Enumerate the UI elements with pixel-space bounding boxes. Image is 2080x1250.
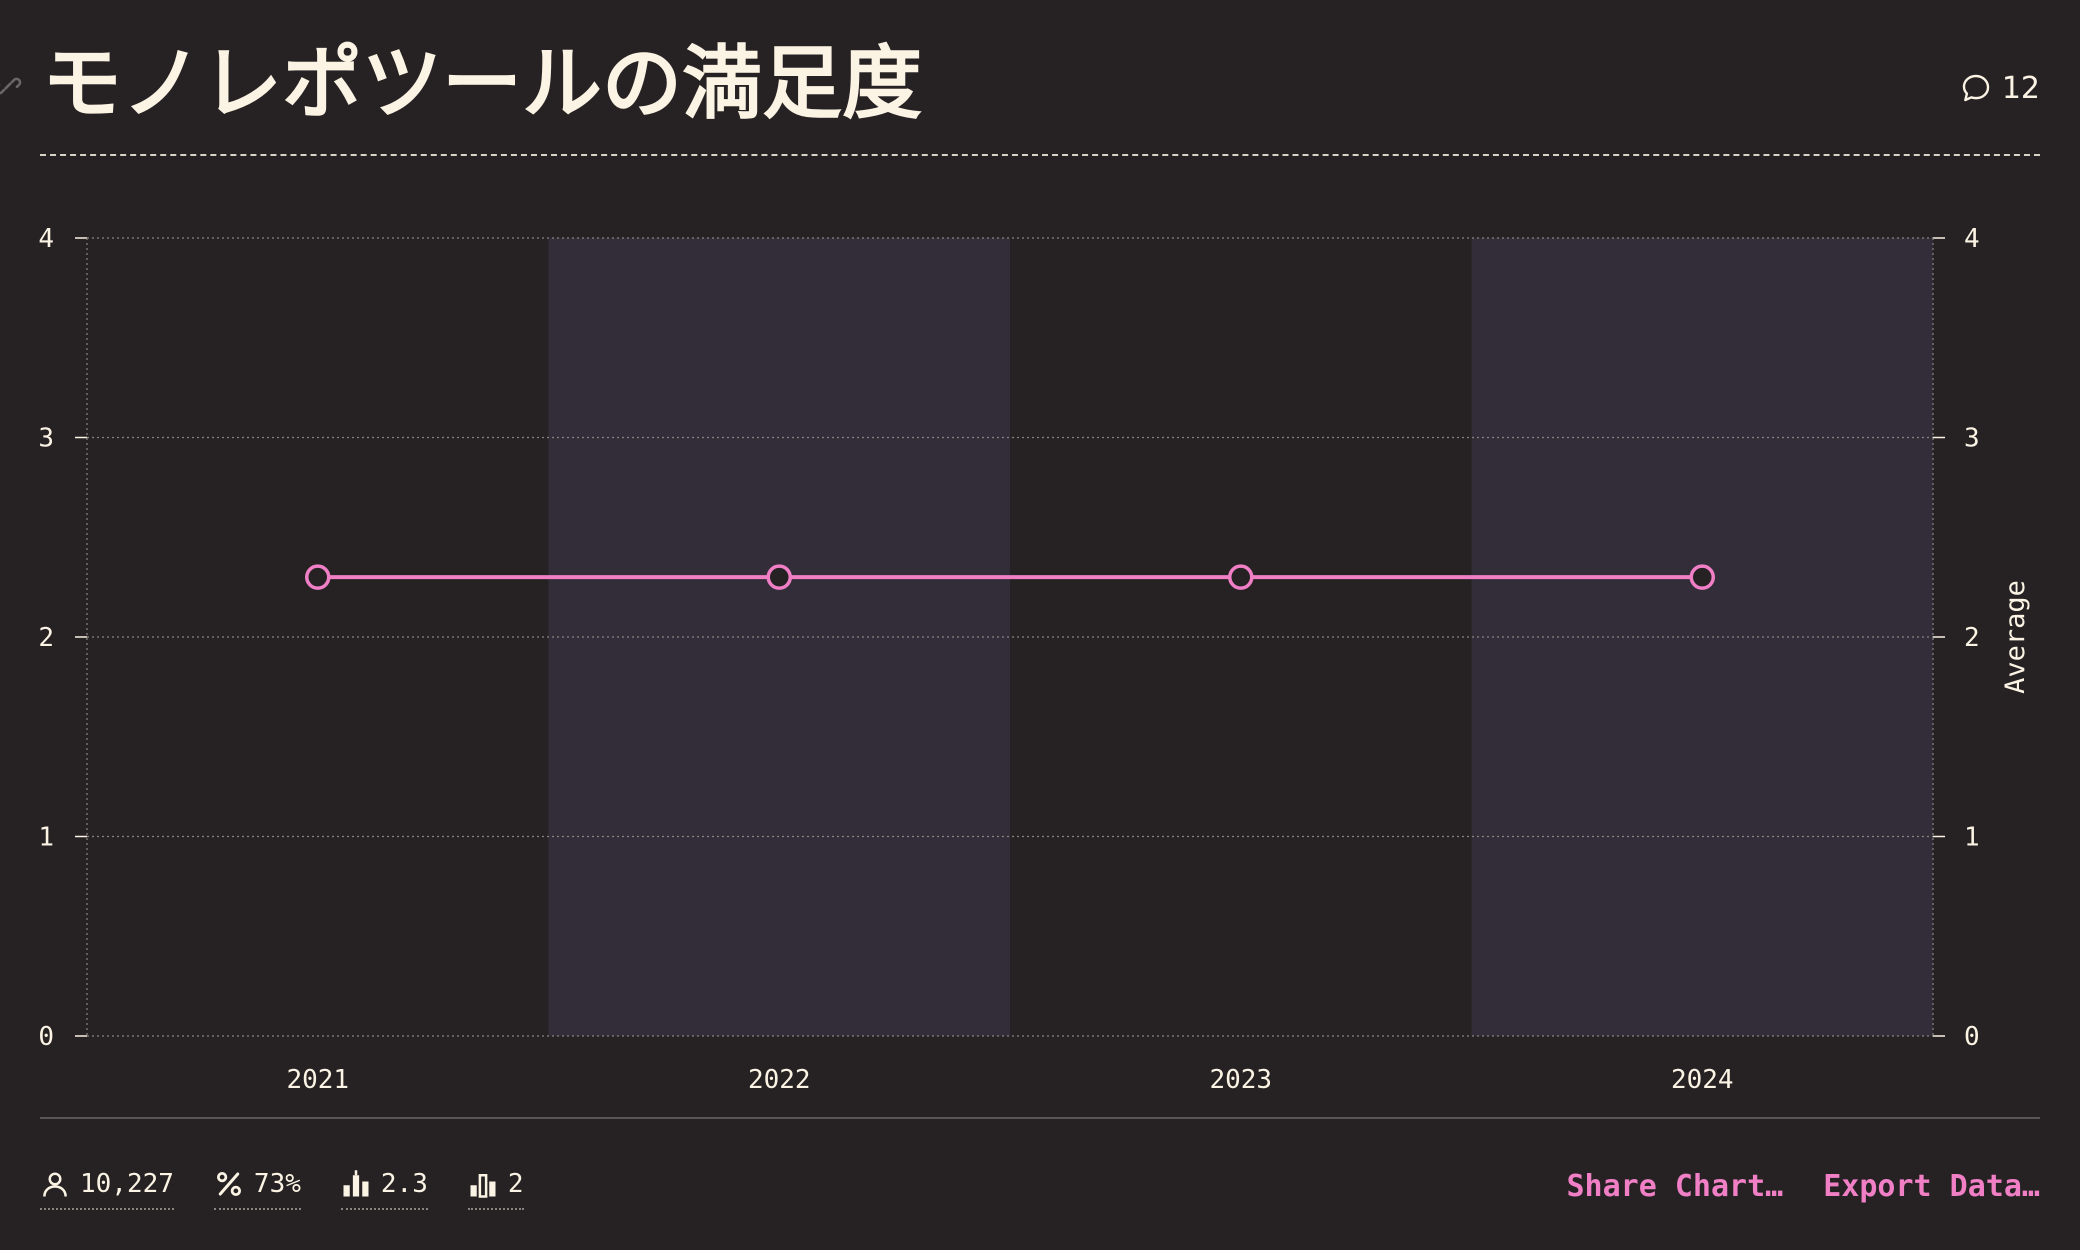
respondents-stat[interactable]: 10,227 xyxy=(40,1162,174,1210)
line-chart: 0 0 1 1 2 2 3 3 4 4 2021 2022 2023 2024 Average xyxy=(38,224,2031,1095)
footer-divider xyxy=(40,1117,2040,1119)
y-tick-label-left: 0 xyxy=(38,1022,54,1052)
x-tick-label: 2021 xyxy=(286,1065,349,1095)
comments-button[interactable]: 12 xyxy=(1960,68,2040,108)
x-tick-label: 2023 xyxy=(1209,1065,1272,1095)
data-point xyxy=(766,564,792,590)
y-tick-label-right: 0 xyxy=(1964,1022,1980,1052)
page-title: モノレポツールの満足度 xyxy=(42,37,922,130)
y2-axis-label: Average xyxy=(2000,580,2031,694)
data-point xyxy=(1228,564,1254,590)
x-tick-label: 2022 xyxy=(748,1065,811,1095)
y-tick-label-left: 2 xyxy=(38,623,54,653)
comment-icon xyxy=(1962,74,1990,102)
y-tick-label-left: 3 xyxy=(38,424,54,454)
share-chart-button[interactable]: Share Chart… xyxy=(1566,1168,1784,1204)
average-bars-icon xyxy=(343,1170,369,1197)
median-value: 2 xyxy=(507,1169,524,1199)
export-data-button[interactable]: Export Data… xyxy=(1823,1168,2040,1204)
y-tick-label-right: 4 xyxy=(1964,224,1980,254)
link-icon[interactable] xyxy=(0,72,22,100)
median-bars-icon xyxy=(470,1174,496,1198)
title-divider xyxy=(40,154,2040,156)
median-stat[interactable]: 2 xyxy=(467,1162,524,1210)
respondents-value: 10,227 xyxy=(80,1169,174,1199)
y-tick-label-right: 2 xyxy=(1964,623,1980,653)
data-point xyxy=(1689,564,1715,590)
y-tick-label-right: 1 xyxy=(1964,823,1980,853)
percent-icon xyxy=(216,1172,241,1196)
average-value: 2.3 xyxy=(380,1169,428,1199)
average-stat[interactable]: 2.3 xyxy=(340,1162,428,1210)
comment-count: 12 xyxy=(2001,70,2040,106)
x-tick-label: 2024 xyxy=(1671,1065,1734,1095)
y-tick-label-left: 1 xyxy=(38,823,54,853)
y-tick-label-left: 4 xyxy=(38,224,54,254)
data-point xyxy=(305,564,331,590)
y-tick-label-right: 3 xyxy=(1964,424,1980,454)
chart-actions: Share Chart… Export Data… xyxy=(1567,1163,2041,1209)
percentage-stat[interactable]: 73% xyxy=(213,1162,301,1210)
stats-bar: 10,227 73% 2.3 2 xyxy=(40,1162,524,1210)
percentage-value: 73% xyxy=(253,1169,301,1199)
user-icon xyxy=(43,1172,67,1197)
